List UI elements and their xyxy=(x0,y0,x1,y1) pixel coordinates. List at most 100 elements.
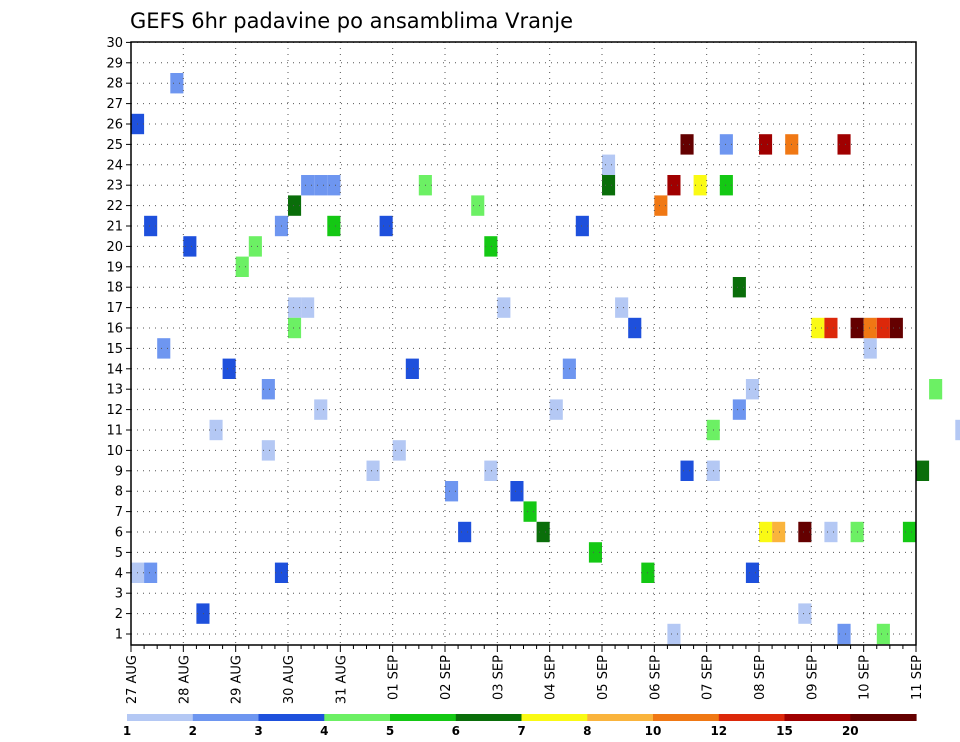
precip-cell xyxy=(484,236,498,257)
x-tick-label: 08 SEP xyxy=(753,655,768,700)
precip-cell xyxy=(327,175,341,196)
precip-cell xyxy=(837,134,851,155)
precip-cell xyxy=(667,623,681,645)
precip-cell xyxy=(837,623,851,645)
precip-cell xyxy=(157,338,171,359)
precip-cell xyxy=(759,134,773,155)
colorbar-swatch xyxy=(587,714,654,721)
precip-cell xyxy=(863,317,877,339)
precip-cell xyxy=(510,481,524,502)
precip-cell xyxy=(484,460,498,481)
precip-cell xyxy=(876,623,890,645)
colorbar-label: 8 xyxy=(583,724,591,738)
precip-cell xyxy=(301,175,315,196)
colorbar-label: 1 xyxy=(123,724,131,738)
precip-cell xyxy=(680,460,694,481)
colorbar-label: 7 xyxy=(517,724,525,738)
colorbar-swatch xyxy=(718,714,786,721)
precip-cell xyxy=(575,215,589,237)
colorbar-label: 6 xyxy=(452,724,460,738)
colorbar-label: 10 xyxy=(645,724,662,738)
x-tick-label: 29 AUG xyxy=(230,655,245,704)
y-tick-label: 2 xyxy=(115,607,123,622)
y-axis: 1234567891011121314151617181920212223242… xyxy=(106,36,131,643)
precip-cell xyxy=(955,419,960,441)
y-tick-label: 18 xyxy=(106,281,123,296)
colorbar-swatch xyxy=(127,714,194,721)
precip-cell xyxy=(745,562,759,583)
colorbar-label: 20 xyxy=(842,724,859,738)
y-tick-label: 10 xyxy=(106,444,123,459)
y-tick-label: 1 xyxy=(115,628,123,643)
colorbar-label: 3 xyxy=(254,724,262,738)
precip-cell xyxy=(261,379,275,400)
y-tick-label: 6 xyxy=(115,526,123,541)
precip-cell xyxy=(759,521,773,543)
y-tick-label: 30 xyxy=(106,36,123,51)
precip-cell xyxy=(288,195,302,216)
x-tick-label: 07 SEP xyxy=(701,655,716,700)
precip-cell xyxy=(471,195,485,216)
x-tick-label: 02 SEP xyxy=(439,655,454,700)
colorbar-swatch xyxy=(850,714,917,721)
precip-cell xyxy=(549,399,563,420)
precip-cell xyxy=(327,215,341,237)
precip-cell xyxy=(314,399,328,420)
precip-cell xyxy=(144,215,158,237)
precip-cell xyxy=(902,521,916,543)
x-tick-label: 01 SEP xyxy=(387,655,402,700)
y-tick-label: 11 xyxy=(106,424,123,439)
precip-cell xyxy=(301,297,315,318)
colorbar-swatch xyxy=(324,714,391,721)
colorbar-swatch xyxy=(258,714,325,721)
precip-cell xyxy=(602,154,616,175)
x-tick-label: 04 SEP xyxy=(544,655,559,700)
y-tick-label: 8 xyxy=(115,485,123,500)
colorbar-swatch xyxy=(192,714,260,721)
y-tick-label: 21 xyxy=(106,220,123,235)
y-tick-label: 20 xyxy=(106,240,123,255)
precip-cell xyxy=(863,338,877,359)
precip-cell xyxy=(719,134,733,155)
precip-cell xyxy=(445,481,459,502)
colorbar-label: 5 xyxy=(386,724,394,738)
precip-cell xyxy=(183,236,197,257)
precip-cell xyxy=(615,297,629,318)
x-tick-label: 30 AUG xyxy=(282,655,297,704)
y-tick-label: 5 xyxy=(115,546,123,561)
precip-cell xyxy=(196,603,210,624)
precip-cell xyxy=(222,358,236,379)
precip-cell xyxy=(745,379,759,400)
y-tick-label: 23 xyxy=(106,179,123,194)
x-tick-label: 06 SEP xyxy=(648,655,663,700)
colorbar-label: 12 xyxy=(710,724,727,738)
y-tick-label: 24 xyxy=(106,158,123,173)
precip-cell xyxy=(811,317,825,339)
y-tick-label: 17 xyxy=(106,301,123,316)
y-tick-label: 26 xyxy=(106,118,123,133)
precip-cell xyxy=(588,542,602,563)
x-tick-label: 10 SEP xyxy=(858,655,873,700)
y-tick-label: 4 xyxy=(115,566,123,581)
precip-cell xyxy=(824,317,838,339)
precip-cell xyxy=(314,175,328,196)
precip-cell xyxy=(667,175,681,196)
x-tick-label: 31 AUG xyxy=(334,655,349,704)
x-tick-label: 05 SEP xyxy=(596,655,611,700)
grid-layer xyxy=(131,41,916,645)
y-tick-label: 3 xyxy=(115,587,123,602)
precip-cell xyxy=(929,379,943,400)
precip-cell xyxy=(366,460,380,481)
y-tick-label: 25 xyxy=(106,138,123,153)
precip-cell xyxy=(288,297,302,318)
precip-cell xyxy=(536,521,550,543)
precip-cell xyxy=(876,317,890,339)
precip-cell xyxy=(916,460,930,481)
colorbar-label: 15 xyxy=(776,724,793,738)
precip-cell xyxy=(824,521,838,543)
precip-cell xyxy=(458,521,472,543)
precip-cell xyxy=(379,215,393,237)
x-tick-label: 28 AUG xyxy=(177,655,192,704)
precip-cell xyxy=(209,419,223,441)
x-tick-label: 27 AUG xyxy=(125,655,140,704)
